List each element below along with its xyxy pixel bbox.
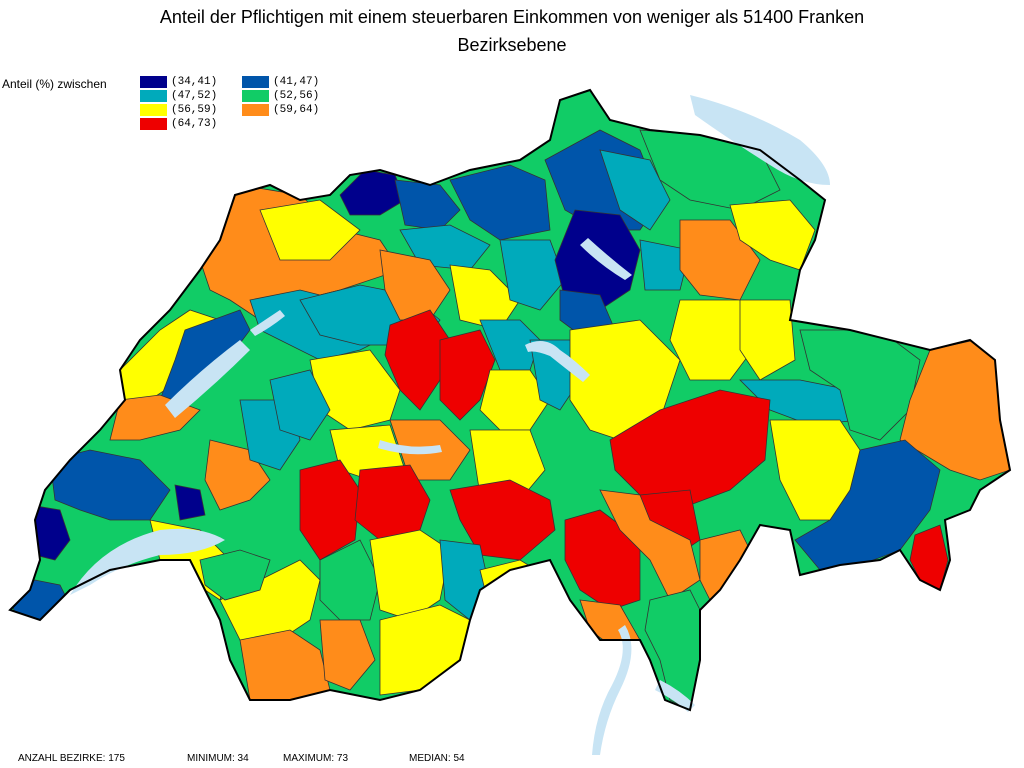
lake-neuchatel (165, 340, 250, 418)
lakes (70, 95, 830, 755)
stat-district-count: ANZAHL BEZIRKE: 175 (18, 753, 125, 764)
legend-label: (64,73) (171, 118, 218, 130)
country-outline (8, 88, 1012, 712)
choropleth-map (8, 88, 1012, 755)
district-region (269, 369, 331, 441)
lake-maggiore (592, 625, 632, 755)
district-region (639, 239, 691, 291)
district-region (319, 619, 376, 691)
district-region (10, 579, 71, 626)
district-region (609, 389, 771, 506)
legend-label: (59,64) (273, 104, 320, 116)
legend-label: (56,59) (171, 104, 218, 116)
lake-biel (250, 310, 285, 336)
district-region (499, 239, 566, 311)
legend-item-34-41: (34,41) (140, 75, 242, 89)
legend-item-47-52: (47,52) (140, 89, 242, 103)
district-region (299, 459, 361, 561)
map-title: Anteil der Pflichtigen mit einem steuerb… (159, 7, 865, 27)
legend-swatch (242, 90, 269, 102)
legend-label: (52,56) (273, 90, 320, 102)
district-region (479, 559, 546, 611)
district-region (449, 264, 521, 331)
legend-label: (34,41) (171, 76, 218, 88)
legend-item-59-64: (59,64) (242, 103, 344, 117)
legend-swatch (140, 104, 167, 116)
district-region (769, 419, 861, 521)
district-regions (10, 90, 1010, 710)
district-region (599, 149, 671, 231)
stat-minimum: MINIMUM: 34 (187, 753, 249, 764)
legend-swatch (140, 76, 167, 88)
district-region (449, 164, 551, 241)
district-region (319, 539, 381, 621)
district-region (379, 604, 471, 696)
stat-median: MEDIAN: 54 (409, 753, 465, 764)
legend-item-41-47: (41,47) (242, 75, 344, 89)
lake-zurich (580, 238, 632, 280)
stat-maximum: MAXIMUM: 73 (283, 753, 349, 764)
district-region (174, 484, 206, 521)
district-region (644, 589, 706, 710)
district-region (259, 199, 361, 261)
legend-item-56-59: (56,59) (140, 103, 242, 117)
lake-lugano (655, 680, 695, 712)
lake-geneva (70, 528, 225, 595)
lake-lucerne (525, 341, 590, 382)
legend-swatch (242, 76, 269, 88)
district-region (739, 299, 796, 381)
map-subtitle: Bezirksebene (457, 35, 567, 55)
district-region (199, 549, 271, 601)
district-region (384, 309, 451, 411)
lake-thun (378, 440, 442, 455)
legend-item-52-56: (52,56) (242, 89, 344, 103)
legend-heading: Anteil (%) zwischen (2, 77, 107, 91)
legend-swatch (242, 104, 269, 116)
legend-label: (41,47) (273, 76, 320, 88)
lake-constance (690, 95, 830, 185)
district-region (439, 329, 496, 421)
district-region (469, 429, 546, 501)
legend-item-64-73: (64,73) (140, 117, 242, 131)
legend-label: (47,52) (171, 90, 218, 102)
legend-swatch (140, 118, 167, 130)
district-region (449, 479, 556, 561)
legend-swatch (140, 90, 167, 102)
district-region (564, 509, 641, 611)
legend: (34,41) (41,47) (47,52) (52,56) (56,59) … (140, 75, 344, 131)
district-region (369, 529, 451, 621)
